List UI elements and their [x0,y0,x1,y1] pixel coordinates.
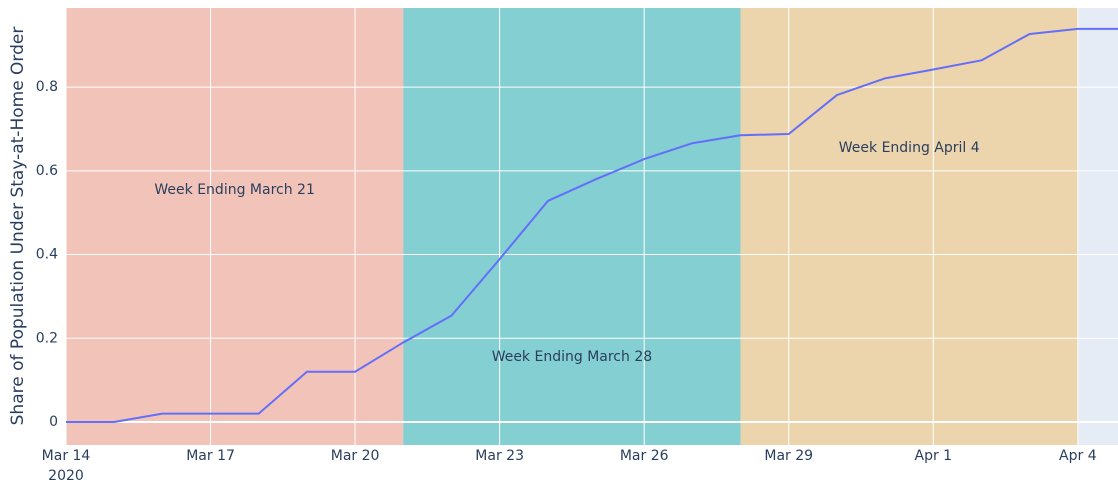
y-axis-title: Share of Population Under Stay-at-Home O… [8,27,28,426]
x-year-label: 2020 [48,468,84,484]
x-tick-label: Apr 1 [915,448,953,464]
band-label: Week Ending March 21 [154,182,314,198]
week-band [740,8,1078,445]
x-tick-label: Mar 14 [42,448,91,464]
y-tick-label: 0.6 [36,163,58,179]
plot-area [66,8,1118,445]
x-tick-label: Apr 4 [1059,448,1097,464]
band-label: Week Ending April 4 [839,140,980,156]
week-band [403,8,741,445]
x-tick-label: Mar 23 [475,448,524,464]
x-tick-label: Mar 17 [186,448,235,464]
x-tick-label: Mar 29 [764,448,813,464]
x-tick-label: Mar 20 [331,448,380,464]
x-tick-label: Mar 26 [620,448,669,464]
y-tick-label: 0.4 [36,247,58,263]
y-tick-label: 0.2 [36,330,58,346]
week-band [66,8,404,445]
data-line [66,27,1118,423]
y-tick-label: 0 [49,414,58,430]
band-label: Week Ending March 28 [492,349,652,365]
y-tick-label: 0.8 [36,79,58,95]
